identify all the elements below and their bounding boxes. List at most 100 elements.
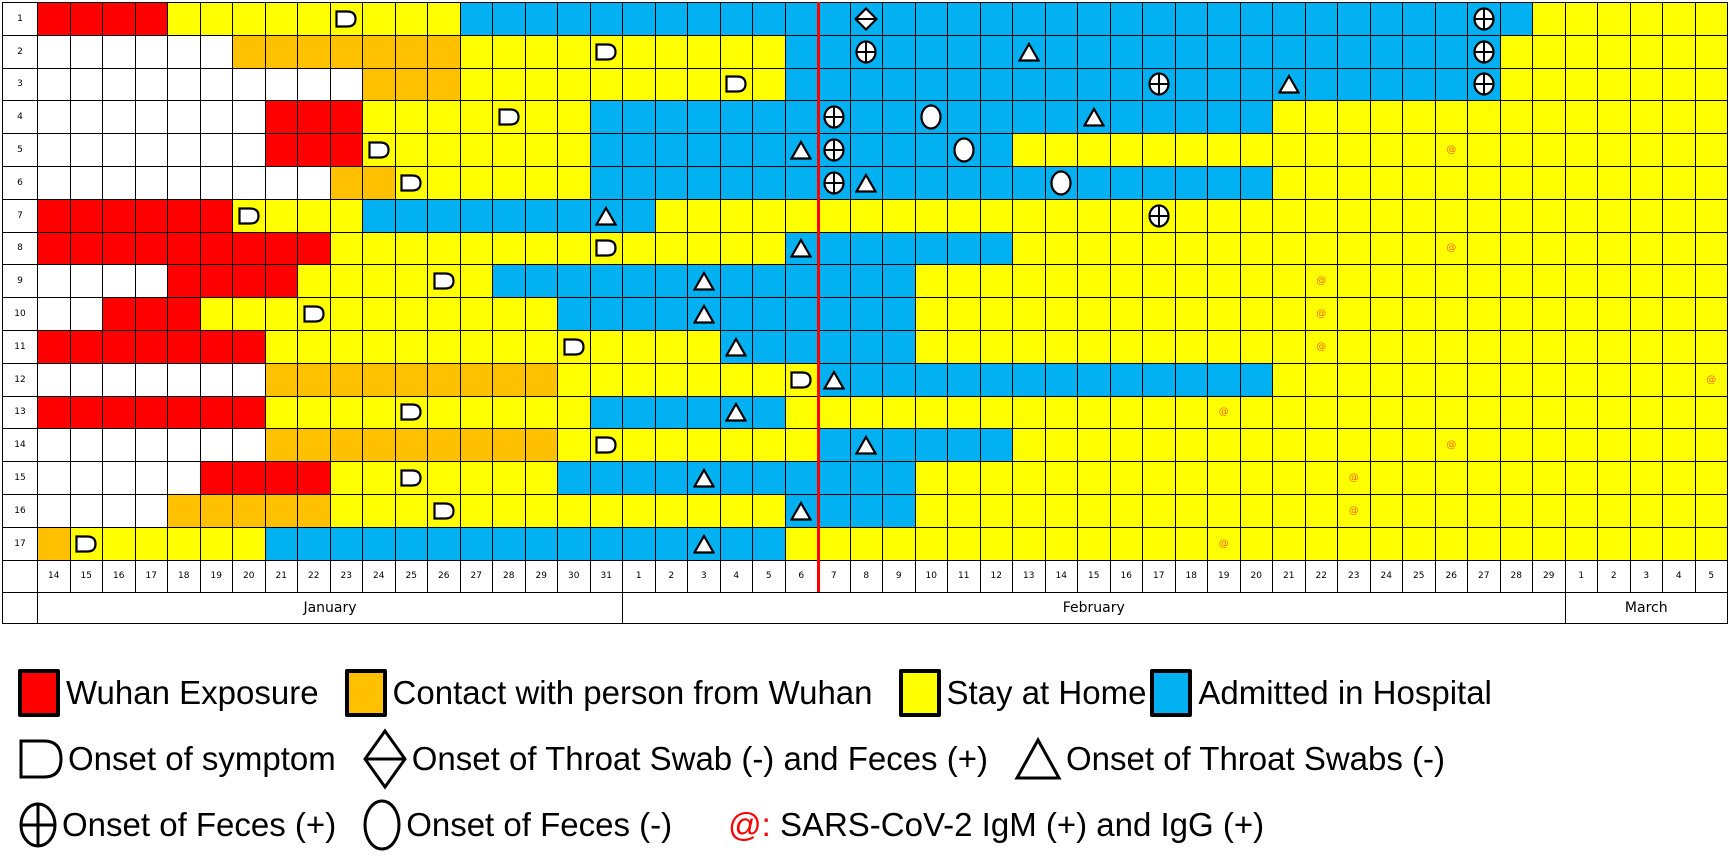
timeline-cell [687, 133, 721, 167]
timeline-cell [817, 297, 851, 331]
timeline-cell [459, 526, 493, 561]
timeline-cell [1467, 67, 1501, 102]
timeline-cell [134, 362, 168, 397]
blue-swatch-icon [1150, 669, 1193, 717]
timeline-cell [979, 428, 1013, 463]
timeline-cell [654, 100, 688, 135]
day-tick-label: 15 [69, 559, 103, 593]
timeline-cell [687, 329, 721, 364]
timeline-cell [199, 461, 233, 495]
timeline-cell [1564, 2, 1598, 36]
timeline-cell [1109, 165, 1143, 200]
timeline-cell [524, 2, 558, 36]
timeline-cell [882, 133, 916, 167]
timeline-cell [1662, 2, 1696, 36]
timeline-cell [1532, 526, 1566, 561]
triangle-icon [595, 205, 618, 226]
timeline-grid: 1 2 3 4 5 @6 7 8 @9 @10 @11 @12 @13 @14 @15 @16 @17 @14 15… [2, 2, 1728, 624]
crossed-circle-icon [823, 105, 845, 129]
timeline-cell [264, 461, 298, 495]
timeline-cell [199, 67, 233, 102]
timeline-cell [1142, 67, 1176, 102]
legend-item-throat-neg-feces-pos: Onset of Throat Swab (-) and Feces (+) [362, 728, 988, 790]
timeline-cell [459, 264, 493, 299]
timeline-cell [1174, 231, 1208, 266]
legend-item-wuhan-exposure: Wuhan Exposure [18, 669, 319, 717]
timeline-cell [1629, 133, 1663, 167]
timeline-cell [882, 264, 916, 299]
timeline-cell [297, 461, 331, 495]
timeline-cell [1304, 67, 1338, 102]
timeline-cell [1532, 100, 1566, 135]
timeline-cell [1239, 165, 1273, 200]
timeline-cell [1499, 526, 1533, 561]
timeline-cell [1564, 165, 1598, 200]
timeline-cell [752, 231, 786, 266]
timeline-cell [1434, 395, 1468, 430]
timeline-cell [232, 100, 266, 135]
timeline-cell [557, 329, 591, 364]
timeline-cell [1239, 264, 1273, 299]
timeline-cell [849, 2, 883, 36]
timeline-cell [1304, 231, 1338, 266]
timeline-cell [589, 133, 623, 167]
timeline-cell [1272, 329, 1306, 364]
timeline-cell [817, 198, 851, 233]
timeline-cell [1207, 231, 1241, 266]
timeline-cell [394, 231, 428, 266]
timeline-cell [459, 2, 493, 36]
row-label: 13 [2, 395, 38, 430]
timeline-cell [1434, 2, 1468, 36]
timeline-cell [882, 395, 916, 430]
timeline-cell [784, 395, 818, 430]
timeline-cell [1337, 67, 1371, 102]
onset-icon [19, 739, 63, 779]
timeline-cell [69, 264, 103, 299]
timeline-cell [914, 198, 948, 233]
timeline-cell [37, 297, 71, 331]
triangle-icon [692, 533, 715, 554]
crossed-circle-icon [1473, 7, 1495, 31]
timeline-cell [1207, 67, 1241, 102]
timeline-cell [1694, 34, 1728, 69]
crossed-circle-icon [823, 171, 845, 195]
day-tick-label: 9 [882, 559, 916, 593]
timeline-cell [329, 100, 363, 135]
timeline-cell [817, 133, 851, 167]
timeline-cell [134, 133, 168, 167]
day-tick-label: 4 [1662, 559, 1696, 593]
timeline-cell [1304, 461, 1338, 495]
timeline-cell [492, 297, 526, 331]
timeline-cell [167, 100, 201, 135]
timeline-cell [1109, 2, 1143, 36]
timeline-cell [1337, 198, 1371, 233]
timeline-cell [199, 2, 233, 36]
timeline-cell [589, 493, 623, 528]
timeline-cell [1077, 329, 1111, 364]
timeline-cell [232, 67, 266, 102]
timeline-cell [37, 67, 71, 102]
timeline-cell [1597, 198, 1631, 233]
month-label: January [37, 591, 623, 624]
timeline-cell [69, 493, 103, 528]
timeline-cell [622, 2, 656, 36]
row-label: 12 [2, 362, 38, 397]
timeline-cell [687, 100, 721, 135]
timeline-cell [329, 67, 363, 102]
timeline-cell [37, 461, 71, 495]
timeline-cell [1629, 34, 1663, 69]
timeline-cell [1077, 362, 1111, 397]
timeline-cell [1369, 264, 1403, 299]
timeline-cell [784, 67, 818, 102]
timeline-cell [102, 100, 136, 135]
timeline-cell [589, 264, 623, 299]
timeline-cell [394, 329, 428, 364]
timeline-cell [1012, 2, 1046, 36]
timeline-cell [784, 362, 818, 397]
timeline-cell [69, 198, 103, 233]
timeline-cell [37, 526, 71, 561]
timeline-cell [1402, 198, 1436, 233]
timeline-cell [1077, 493, 1111, 528]
timeline-cell [102, 2, 136, 36]
timeline-cell [1272, 34, 1306, 69]
